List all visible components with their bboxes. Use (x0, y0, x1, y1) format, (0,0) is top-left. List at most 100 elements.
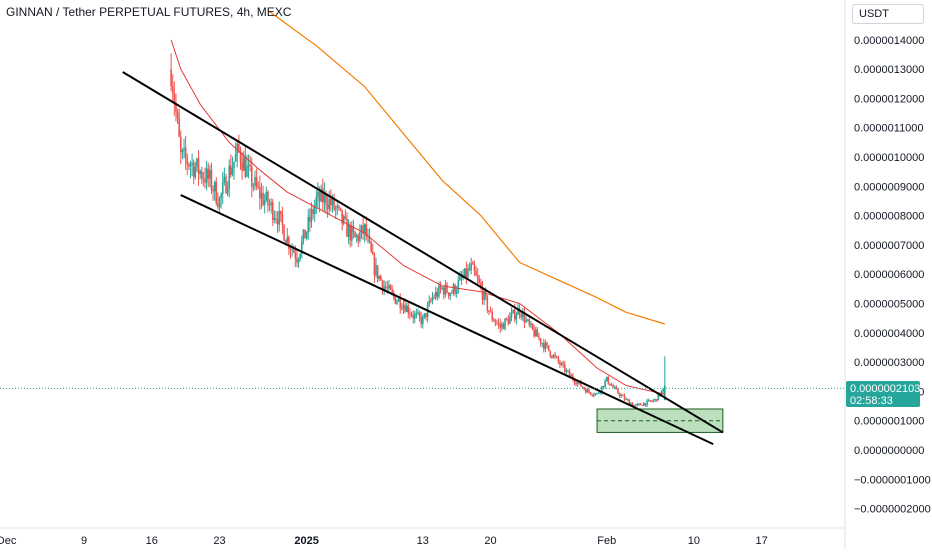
y-axis[interactable]: 0.0000014000 0.0000013000 0.0000012000 0.00… (854, 35, 931, 516)
candle-body (625, 399, 627, 400)
candle-body (305, 231, 308, 239)
candle-body (286, 237, 289, 243)
candle-body (422, 317, 424, 325)
candle-body (413, 314, 416, 319)
candle-body (654, 399, 656, 401)
candle-body (583, 387, 585, 390)
candle-body (283, 225, 285, 241)
candle-body (321, 188, 324, 203)
candle-body (415, 313, 418, 315)
candle-body (325, 193, 327, 205)
candle-body (239, 149, 242, 163)
candle-body (520, 314, 523, 318)
candle-body (473, 264, 476, 272)
channel-lower-line (180, 194, 714, 446)
candle-body (617, 389, 619, 394)
candle-body (657, 393, 660, 401)
candle-body (189, 164, 192, 167)
candle-body (226, 188, 229, 194)
candle-body (613, 387, 616, 388)
candle-body (494, 321, 497, 323)
candle-body (178, 118, 180, 137)
support-zone[interactable] (596, 408, 724, 433)
candle-body (525, 319, 527, 323)
candle-body (478, 278, 481, 283)
y-tick-label: 0.0000007000 (854, 240, 924, 252)
candle-body (175, 103, 177, 112)
candle-body (354, 231, 356, 238)
x-axis[interactable]: Dec 9 16 23 2025 13 20 Feb 10 17 (0, 535, 768, 547)
x-tick-label: 10 (688, 535, 700, 547)
candle-body (231, 168, 234, 175)
candle-body (631, 403, 634, 406)
candle-body (302, 229, 305, 241)
candle-body (194, 167, 197, 178)
candle-body (280, 210, 282, 215)
candle-body (180, 136, 182, 153)
candle-body (523, 311, 526, 323)
candle-body (526, 319, 529, 321)
candle-body (173, 93, 176, 104)
y-tick-label: 0.0000004000 (854, 328, 924, 340)
candle-body (247, 165, 250, 166)
candle-body (381, 280, 384, 290)
candle-body (388, 285, 390, 289)
candle-body (610, 385, 613, 387)
channel-lines[interactable] (122, 71, 724, 446)
candle-body (407, 305, 410, 314)
candle-body (507, 319, 510, 324)
candle-body (628, 399, 631, 405)
candle-body (505, 318, 508, 320)
candle-body (318, 191, 321, 202)
candle-body (241, 162, 243, 171)
candle-body (486, 296, 489, 311)
candle-body (465, 268, 468, 278)
candle-body (436, 291, 439, 297)
candle-body (512, 309, 514, 313)
candle-body (417, 312, 419, 314)
candle-body (215, 181, 218, 204)
candle-body (259, 186, 261, 199)
y-tick-label: 0.0000011000 (854, 123, 924, 135)
candle-body (463, 268, 466, 277)
y-tick-label: 0.0000010000 (854, 152, 924, 164)
candle-body (394, 297, 397, 304)
candle-body (431, 297, 434, 301)
candle-body (368, 236, 371, 242)
candle-body (357, 235, 360, 241)
candle-body (446, 284, 448, 293)
axis-separators (0, 0, 846, 550)
candle-body (313, 205, 316, 214)
candle-body (330, 198, 332, 206)
candle-body (554, 354, 556, 357)
currency-button[interactable]: USDT (852, 4, 924, 24)
candle-body (434, 291, 437, 298)
candle-body (304, 229, 306, 239)
candle-body (515, 315, 518, 320)
candle-body (492, 319, 495, 322)
candle-body (359, 232, 361, 241)
candle-body (207, 168, 210, 179)
candle-body (188, 164, 190, 167)
candle-body (281, 214, 284, 226)
candle-body (441, 287, 443, 289)
candle-body (186, 157, 189, 165)
candle-body (349, 225, 351, 241)
candle-body (389, 285, 392, 290)
candle-body (176, 111, 179, 119)
ma-slow-line (267, 10, 665, 325)
candle-body (378, 276, 381, 279)
x-tick-label: Feb (597, 535, 616, 547)
candle-body (449, 293, 452, 296)
candle-body (294, 252, 297, 259)
moving-average-slow (267, 10, 665, 325)
y-tick-label: 0.0000005000 (854, 299, 924, 311)
candle-body (391, 289, 393, 293)
candle-body (192, 162, 195, 178)
candle-body (362, 225, 364, 234)
candle-body (502, 323, 505, 330)
candle-body (425, 313, 427, 318)
candle-body (538, 336, 540, 339)
